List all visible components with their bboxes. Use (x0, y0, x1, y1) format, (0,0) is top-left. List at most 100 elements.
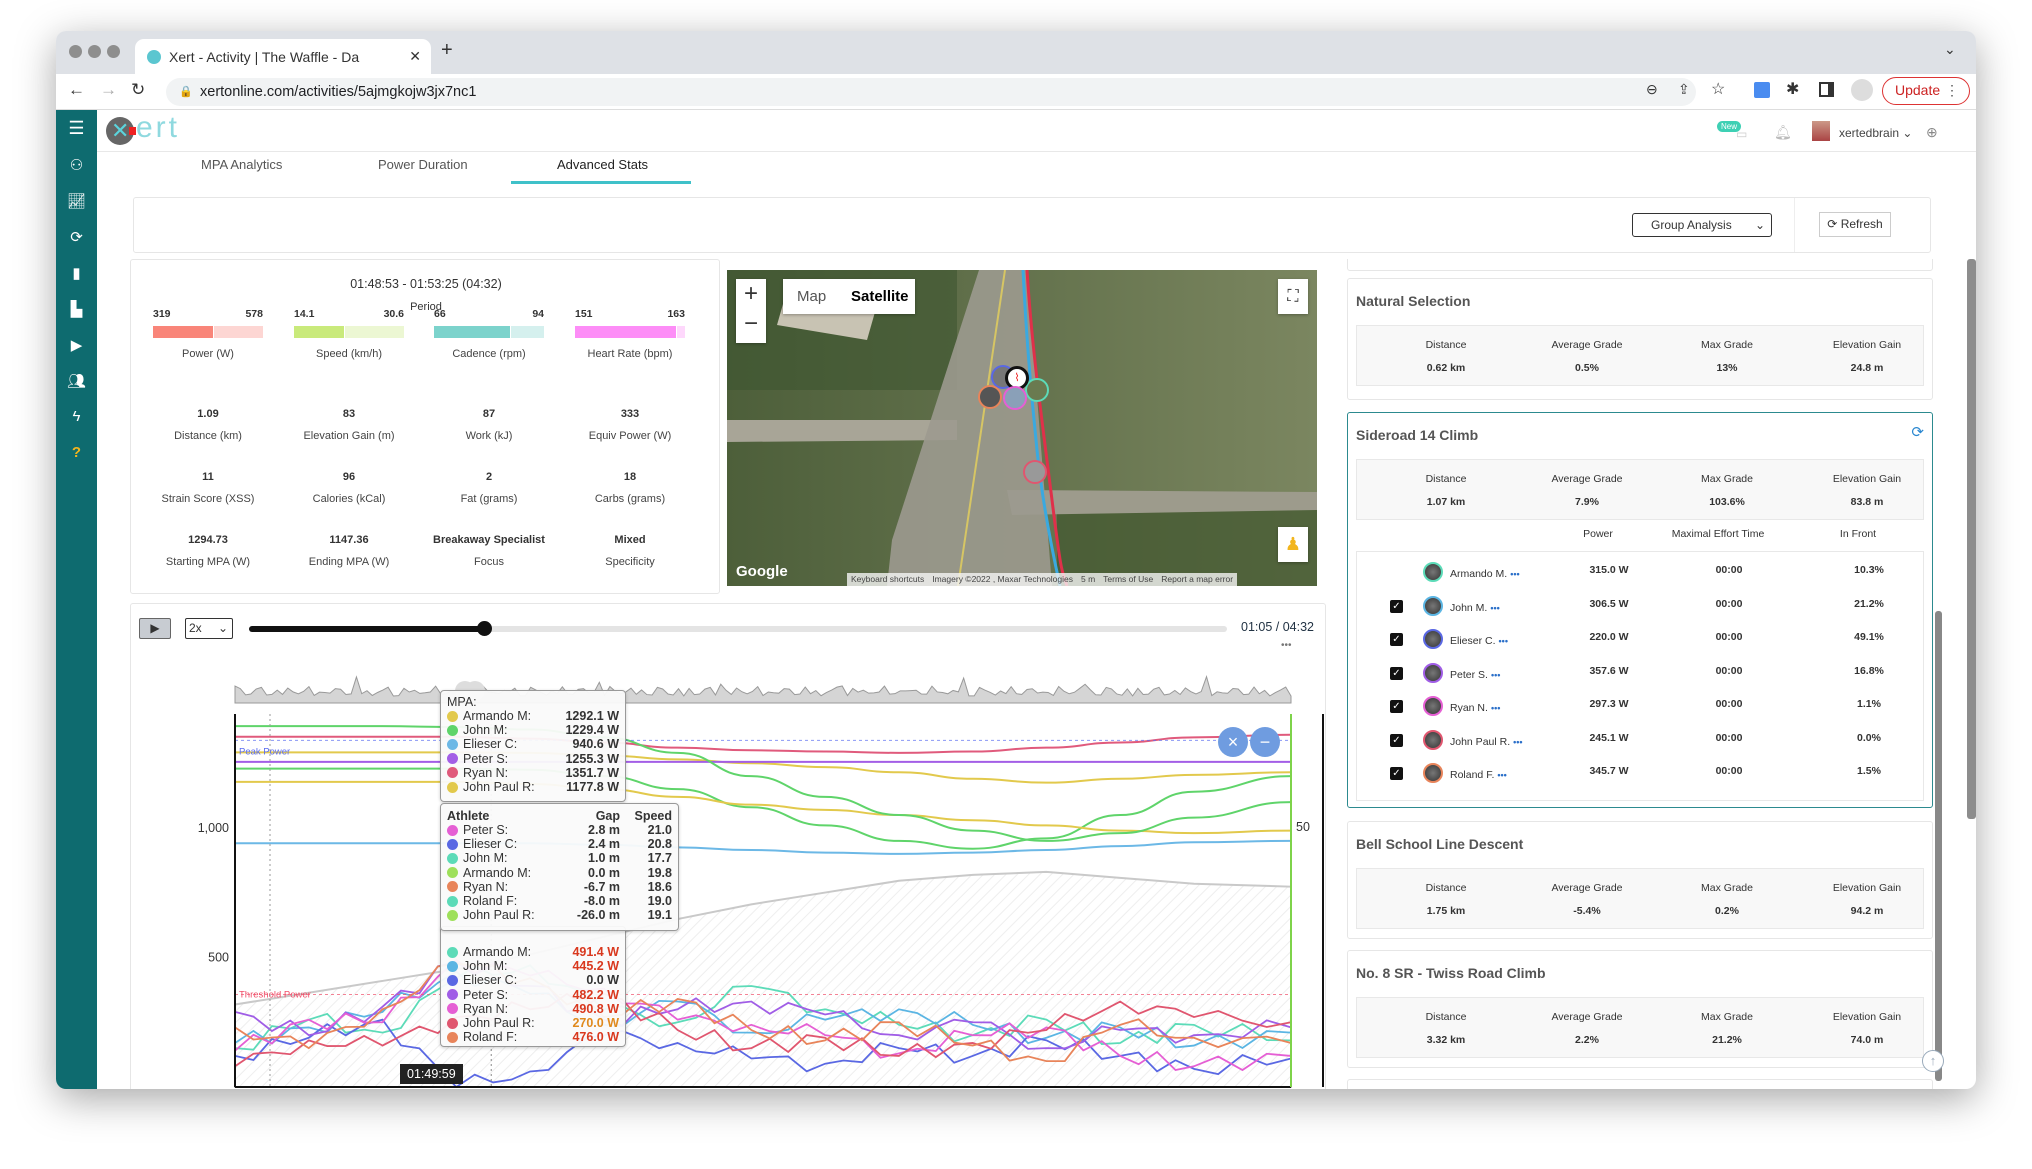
pegman-icon[interactable]: ♟ (1278, 527, 1308, 562)
play-icon[interactable]: ▶ (56, 336, 97, 354)
athlete-checkbox[interactable]: ✓ (1390, 734, 1403, 747)
share-icon[interactable]: ⇪ (1678, 81, 1690, 98)
zoom-out-button[interactable]: − (736, 309, 766, 339)
forward-icon[interactable]: → (100, 80, 117, 100)
menu-icon[interactable]: ☰ (56, 118, 97, 139)
collapse-chart-icon[interactable]: − (1250, 727, 1280, 757)
more-dots-icon[interactable]: ••• (1510, 569, 1519, 579)
analysis-type-select[interactable]: Group Analysis⌄ (1632, 213, 1772, 237)
update-button[interactable]: Update⋮ (1882, 77, 1970, 105)
minimize-window-button[interactable] (88, 45, 101, 58)
more-dots-icon[interactable]: ••• (1497, 770, 1506, 780)
header-divider (97, 151, 1976, 152)
close-window-button[interactable] (69, 45, 82, 58)
map-view[interactable]: ⌇ +− Map Satellite ⛶ ♟ Google Keyboard s… (727, 270, 1317, 586)
close-tab-icon[interactable]: ✕ (409, 48, 421, 65)
athlete-marker[interactable] (1003, 386, 1027, 410)
more-dots-icon[interactable]: ••• (1499, 636, 1508, 646)
athlete-name-link[interactable]: Peter S.••• (1450, 669, 1500, 681)
sidepanel-icon[interactable] (1819, 82, 1834, 97)
bolt-icon[interactable]: ϟ (56, 408, 97, 425)
more-dots-icon[interactable]: ••• (1491, 703, 1500, 713)
report-error-link[interactable]: Report a map error (1161, 573, 1233, 586)
athlete-marker[interactable] (1023, 460, 1047, 484)
tab-advanced-stats[interactable]: Advanced Stats (557, 157, 648, 172)
mobile-icon[interactable]: ▮ (56, 264, 97, 282)
athlete-name-link[interactable]: Roland F.••• (1450, 769, 1507, 781)
athlete-name-link[interactable]: Ryan N.••• (1450, 702, 1500, 714)
cursor-time-label: 01:49:59 (400, 1064, 463, 1084)
playback-slider[interactable] (249, 626, 1227, 632)
athlete-name: Roland F. (1450, 769, 1494, 781)
refresh-button[interactable]: ⟳ Refresh (1819, 212, 1891, 237)
athlete-in-front: 10.3% (1829, 564, 1909, 576)
close-chart-icon[interactable]: × (1218, 727, 1248, 757)
page-scrollbar[interactable] (1967, 259, 1976, 819)
playback-speed-select[interactable]: 2x⌄ (185, 618, 233, 639)
back-icon[interactable]: ← (68, 80, 85, 100)
video-icon[interactable]: ▭ (1736, 127, 1747, 141)
sync-icon[interactable]: ⟳ (56, 228, 97, 246)
athlete-checkbox[interactable]: ✓ (1390, 600, 1403, 613)
athlete-name: Roland F: (463, 894, 560, 908)
segment-stat-value: 83.8 m (1792, 496, 1942, 508)
scroll-top-icon[interactable]: ↑ (1922, 1050, 1944, 1072)
user-menu[interactable]: xertedbrain ⌄ (1839, 126, 1912, 140)
athlete-checkbox[interactable]: ✓ (1390, 667, 1403, 680)
tab-power-duration[interactable]: Power Duration (378, 157, 468, 172)
more-dots-icon[interactable]: ••• (1490, 603, 1499, 613)
right-axis-1-tick: 50 (1296, 820, 1310, 834)
new-tab-button[interactable]: + (441, 39, 453, 62)
athlete-power: 315.0 W (1569, 564, 1649, 576)
reload-icon[interactable]: ↻ (131, 80, 145, 100)
map-type-satellite[interactable]: Satellite (851, 279, 909, 314)
athlete-name-link[interactable]: John M.••• (1450, 602, 1500, 614)
segment-stat-label: Elevation Gain (1792, 882, 1942, 894)
extensions-icon[interactable]: ✱ (1786, 79, 1799, 99)
profile-avatar[interactable] (1851, 79, 1873, 101)
athlete-marker[interactable] (978, 385, 1002, 409)
athlete-marker[interactable] (1025, 378, 1049, 402)
athlete-checkbox[interactable]: ✓ (1390, 700, 1403, 713)
more-dots-icon[interactable]: ••• (1491, 670, 1500, 680)
zoom-icon[interactable]: ⊖ (1646, 81, 1658, 98)
zoom-in-button[interactable]: + (736, 279, 766, 309)
athlete-checkbox[interactable]: ✓ (1390, 633, 1403, 646)
overview-sparkline[interactable] (235, 677, 1291, 703)
add-circle-icon[interactable]: ⊕ (1926, 124, 1938, 141)
segment-stats: Distance3.32 kmAverage Grade2.2%Max Grad… (1356, 997, 1924, 1058)
athlete-name-link[interactable]: Armando M.••• (1450, 568, 1520, 580)
bar-chart-icon[interactable]: ▙ (56, 300, 97, 318)
bell-icon[interactable]: 🔔︎ (1774, 124, 1792, 141)
user-avatar[interactable] (1812, 121, 1830, 141)
tab-mpa-analytics[interactable]: MPA Analytics (201, 157, 282, 172)
group-icon[interactable]: 👥︎ (56, 372, 97, 390)
translate-icon[interactable] (1754, 82, 1770, 98)
athlete-name-link[interactable]: John Paul R.••• (1450, 736, 1523, 748)
gap-value: 0.0 m (560, 866, 620, 880)
more-dots-icon[interactable]: ••• (1513, 737, 1522, 747)
athlete-name-link[interactable]: Elieser C.••• (1450, 635, 1508, 647)
play-button[interactable]: ▶ (139, 618, 171, 639)
athlete-checkbox[interactable]: ✓ (1390, 767, 1403, 780)
terms-link[interactable]: Terms of Use (1103, 573, 1153, 586)
fullscreen-icon[interactable]: ⛶ (1278, 279, 1308, 314)
tab-list-chevron-icon[interactable]: ⌄ (1944, 41, 1956, 58)
maximize-window-button[interactable] (107, 45, 120, 58)
bookmark-star-icon[interactable]: ☆ (1711, 79, 1725, 99)
refresh-segment-icon[interactable]: ⟳ (1911, 423, 1924, 441)
segments-scrollbar[interactable] (1935, 611, 1942, 1081)
power-chart[interactable]: Peak PowerThreshold Power1,00050001:51:0… (130, 641, 1326, 1089)
tab-title: Xert - Activity | The Waffle - Da (169, 49, 401, 65)
help-icon[interactable]: ? (56, 444, 97, 461)
segment-title: Natural Selection (1356, 293, 1470, 309)
url-field[interactable]: 🔒xertonline.com/activities/5ajmgkojw3jx7… (166, 78, 1696, 106)
segment-stat-value: 2.2% (1512, 1034, 1662, 1046)
map-type-map[interactable]: Map (797, 279, 826, 314)
user-icon[interactable]: ⚇ (56, 156, 97, 174)
line-chart-icon[interactable]: 📈︎ (56, 192, 97, 210)
browser-tab[interactable]: Xert - Activity | The Waffle - Da ✕ (135, 39, 431, 74)
stat-value: Breakaway Specialist (419, 534, 559, 546)
keyboard-shortcuts-link[interactable]: Keyboard shortcuts (851, 573, 924, 586)
xert-logo-icon[interactable]: ✕ (106, 117, 134, 145)
